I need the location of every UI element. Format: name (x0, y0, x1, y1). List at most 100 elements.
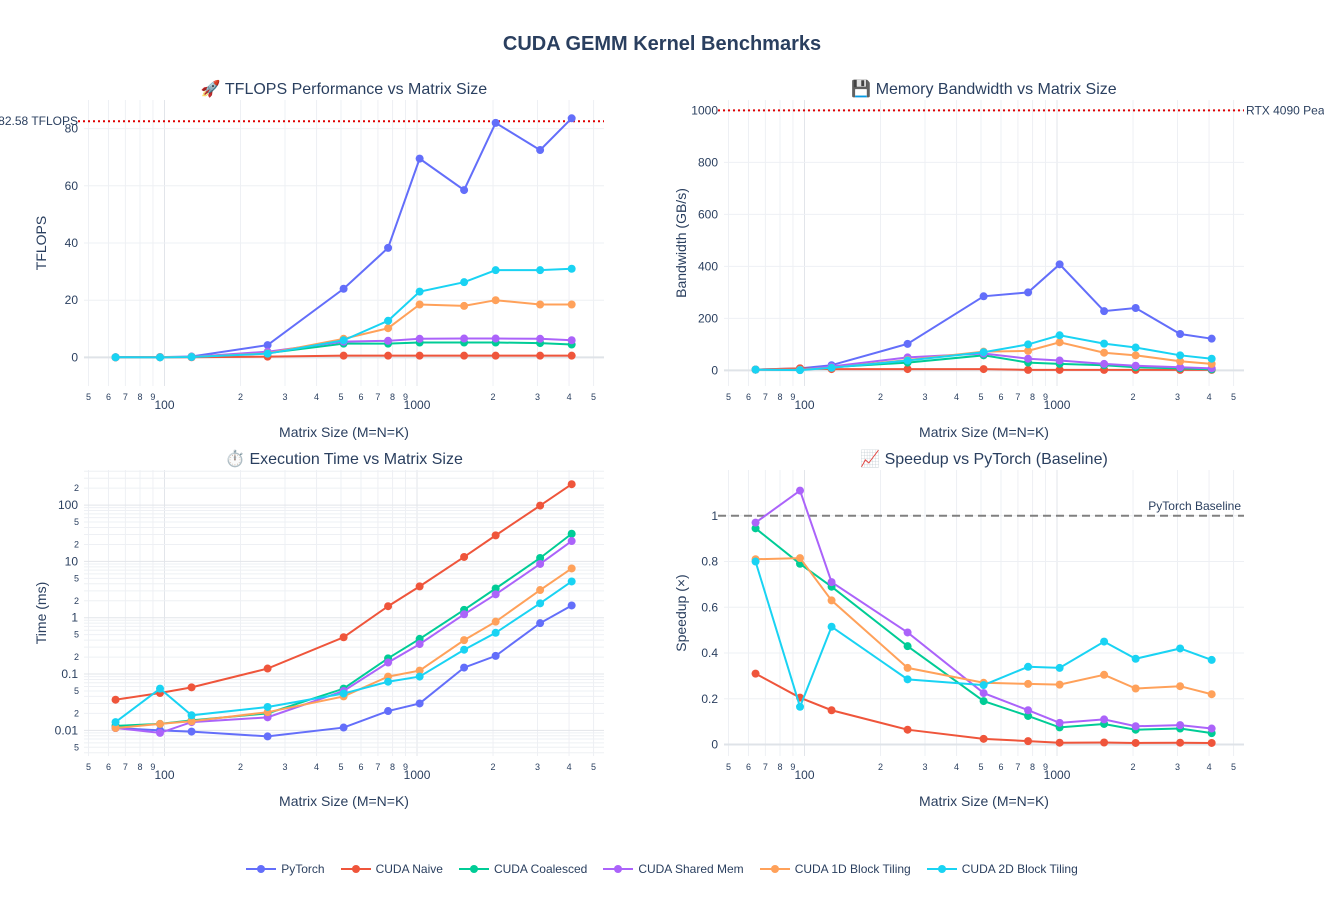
data-point[interactable] (1055, 338, 1064, 347)
data-point[interactable] (903, 642, 912, 651)
data-point[interactable] (491, 617, 500, 626)
data-point[interactable] (156, 728, 165, 737)
data-point[interactable] (536, 501, 545, 510)
data-point[interactable] (1131, 684, 1140, 693)
data-point[interactable] (415, 287, 424, 296)
data-point[interactable] (536, 146, 545, 155)
data-point[interactable] (460, 186, 469, 195)
data-point[interactable] (1176, 738, 1185, 747)
data-point[interactable] (979, 681, 988, 690)
data-point[interactable] (567, 564, 576, 573)
data-point[interactable] (384, 324, 393, 333)
data-point[interactable] (384, 677, 393, 686)
data-point[interactable] (384, 243, 393, 252)
data-point[interactable] (1207, 724, 1216, 733)
data-point[interactable] (1131, 738, 1140, 747)
data-point[interactable] (903, 663, 912, 672)
data-point[interactable] (1207, 354, 1216, 363)
data-point[interactable] (903, 356, 912, 365)
data-point[interactable] (567, 264, 576, 273)
data-point[interactable] (1055, 356, 1064, 365)
data-point[interactable] (1131, 351, 1140, 360)
data-point[interactable] (1024, 662, 1033, 671)
data-point[interactable] (384, 351, 393, 360)
data-point[interactable] (979, 697, 988, 706)
data-point[interactable] (979, 734, 988, 743)
data-point[interactable] (415, 300, 424, 309)
data-point[interactable] (1055, 260, 1064, 269)
data-point[interactable] (1024, 706, 1033, 715)
data-point[interactable] (567, 300, 576, 309)
data-point[interactable] (1176, 357, 1185, 366)
data-point[interactable] (491, 266, 500, 275)
data-point[interactable] (1131, 722, 1140, 731)
data-point[interactable] (903, 365, 912, 374)
data-point[interactable] (979, 348, 988, 357)
data-point[interactable] (460, 663, 469, 672)
data-point[interactable] (1207, 690, 1216, 699)
data-point[interactable] (263, 732, 272, 741)
data-point[interactable] (1131, 304, 1140, 312)
data-point[interactable] (111, 723, 120, 732)
data-point[interactable] (263, 664, 272, 673)
data-point[interactable] (1024, 679, 1033, 688)
data-point[interactable] (567, 601, 576, 610)
data-point[interactable] (187, 727, 196, 736)
data-point[interactable] (567, 480, 576, 489)
data-point[interactable] (1176, 363, 1185, 372)
data-point[interactable] (460, 645, 469, 654)
data-point[interactable] (1055, 663, 1064, 672)
data-point[interactable] (460, 610, 469, 619)
data-point[interactable] (1055, 365, 1064, 374)
data-point[interactable] (1024, 346, 1033, 355)
data-point[interactable] (491, 531, 500, 540)
data-point[interactable] (903, 675, 912, 684)
data-point[interactable] (903, 725, 912, 734)
data-point[interactable] (567, 537, 576, 546)
data-point[interactable] (415, 154, 424, 163)
data-point[interactable] (536, 334, 545, 343)
data-point[interactable] (1024, 737, 1033, 746)
data-point[interactable] (1100, 348, 1109, 357)
data-point[interactable] (751, 669, 760, 678)
data-point[interactable] (384, 707, 393, 716)
data-point[interactable] (751, 365, 760, 374)
data-point[interactable] (384, 336, 393, 345)
data-point[interactable] (415, 334, 424, 343)
data-point[interactable] (567, 577, 576, 586)
legend-item[interactable]: CUDA Shared Mem (603, 862, 744, 876)
data-point[interactable] (339, 633, 348, 642)
data-point[interactable] (827, 578, 836, 587)
data-point[interactable] (827, 622, 836, 631)
data-point[interactable] (460, 636, 469, 645)
data-point[interactable] (491, 334, 500, 343)
data-point[interactable] (187, 352, 196, 361)
data-point[interactable] (263, 341, 272, 350)
data-point[interactable] (979, 365, 988, 374)
data-point[interactable] (339, 689, 348, 698)
data-point[interactable] (796, 554, 805, 563)
data-point[interactable] (460, 552, 469, 561)
data-point[interactable] (536, 586, 545, 595)
data-point[interactable] (1131, 654, 1140, 663)
data-point[interactable] (339, 284, 348, 293)
data-point[interactable] (1176, 330, 1185, 338)
data-point[interactable] (263, 702, 272, 711)
data-point[interactable] (384, 658, 393, 667)
data-point[interactable] (1207, 655, 1216, 664)
data-point[interactable] (415, 582, 424, 591)
data-point[interactable] (567, 529, 576, 538)
data-point[interactable] (1024, 354, 1033, 363)
data-point[interactable] (536, 266, 545, 275)
data-point[interactable] (903, 339, 912, 348)
data-point[interactable] (460, 301, 469, 310)
legend-item[interactable]: CUDA Coalesced (458, 862, 587, 876)
data-point[interactable] (796, 366, 805, 375)
data-point[interactable] (384, 316, 393, 325)
data-point[interactable] (339, 723, 348, 732)
data-point[interactable] (567, 336, 576, 345)
data-point[interactable] (1055, 680, 1064, 689)
data-point[interactable] (491, 118, 500, 127)
data-point[interactable] (1055, 718, 1064, 727)
data-point[interactable] (903, 628, 912, 637)
